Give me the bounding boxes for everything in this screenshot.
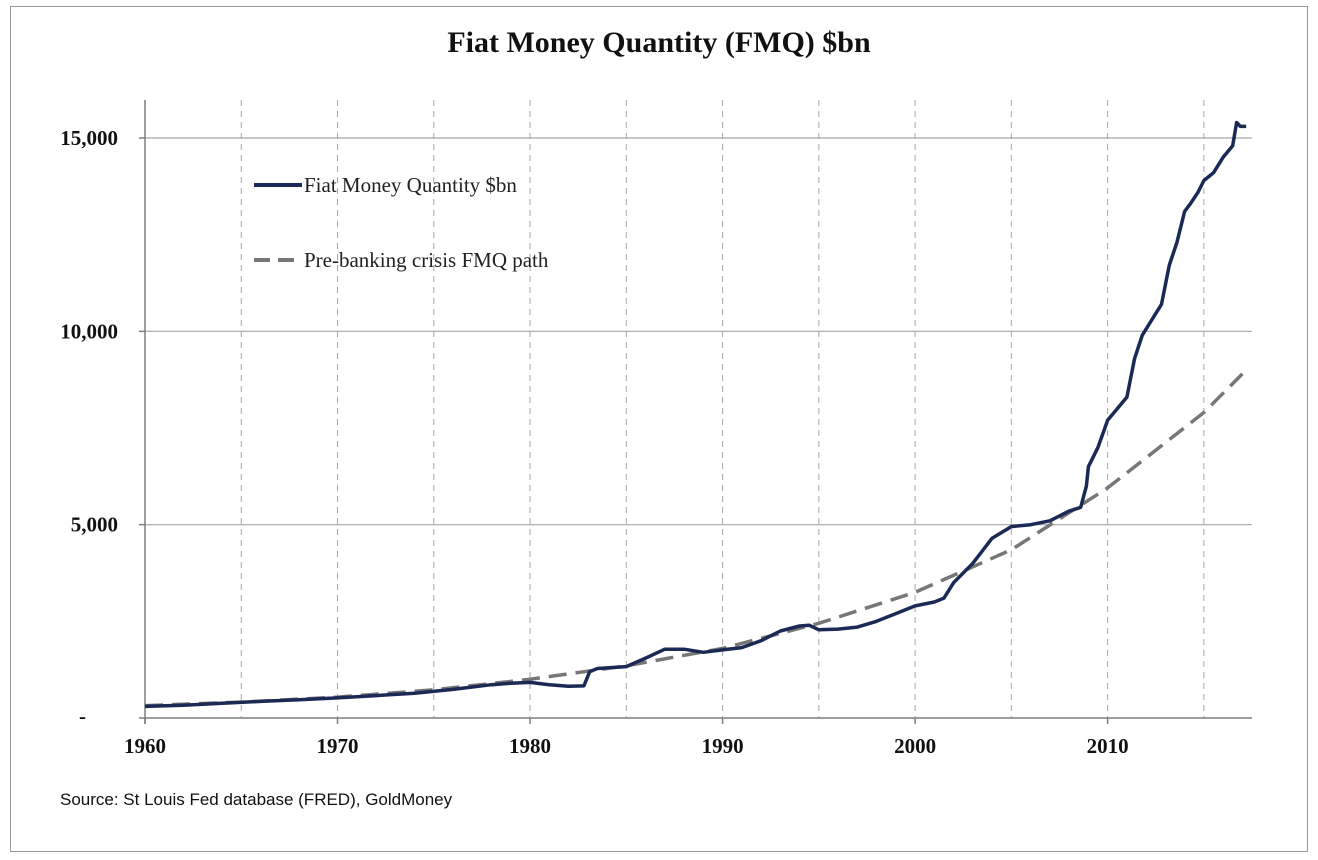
legend-label-fmq: Fiat Money Quantity $bn <box>304 173 517 197</box>
y-tick-label: 10,000 <box>60 319 118 343</box>
y-tick-label: - <box>79 704 86 728</box>
series-line-pre-crisis-path <box>144 372 1244 708</box>
x-tick-label: 1980 <box>509 734 551 758</box>
chart-title: Fiat Money Quantity (FMQ) $bn <box>447 26 871 59</box>
chart-frame <box>10 6 1308 852</box>
legend-label-path: Pre-banking crisis FMQ path <box>304 248 549 272</box>
y-tick-label: 15,000 <box>60 126 118 150</box>
x-tick-label: 1960 <box>124 734 166 758</box>
x-tick-label: 1990 <box>702 734 744 758</box>
x-tick-label: 1970 <box>317 734 359 758</box>
x-tick-label: 2000 <box>894 734 936 758</box>
y-tick-label: 5,000 <box>71 513 118 537</box>
axes <box>139 100 1252 724</box>
series-line-fmq <box>144 120 1247 709</box>
x-tick-labels: 1960 1970 1980 1990 2000 2010 <box>124 734 1129 758</box>
x-tick-label: 2010 <box>1087 734 1129 758</box>
series-lines <box>144 120 1247 709</box>
y-tick-labels: - 5,000 10,000 15,000 <box>60 126 118 728</box>
source-note: Source: St Louis Fed database (FRED), Go… <box>60 790 453 809</box>
grid-lines <box>145 100 1252 718</box>
legend: Fiat Money Quantity $bn Pre-banking cris… <box>254 173 549 272</box>
